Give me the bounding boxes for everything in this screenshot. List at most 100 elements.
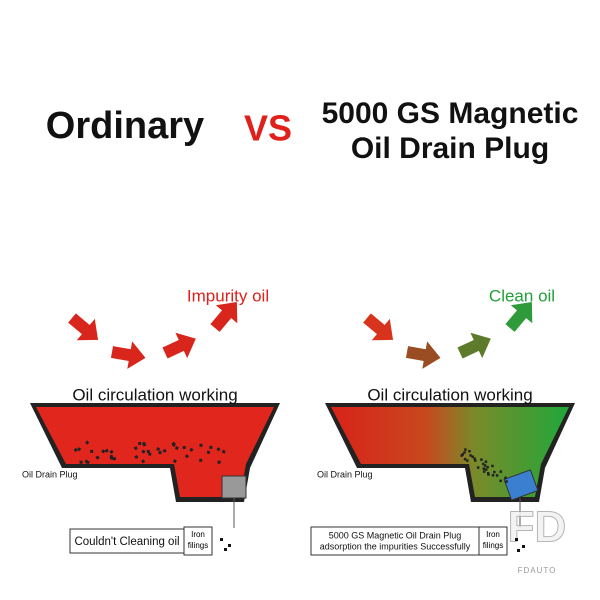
debris (73, 447, 78, 453)
debris (146, 449, 151, 454)
debris (95, 455, 100, 460)
filings-label: Iron (191, 530, 205, 539)
debris (480, 458, 483, 461)
debris (189, 447, 194, 452)
debris (483, 464, 487, 467)
watermark-logo: FD (508, 503, 567, 552)
debris (486, 465, 489, 469)
flow-arrow (68, 313, 99, 341)
debris (473, 459, 477, 462)
panel-magnetic: Clean oil Oil circulation working Oil Dr… (310, 286, 575, 556)
debris (158, 450, 162, 455)
debris (172, 459, 177, 463)
magnetic-plug (503, 469, 539, 501)
debris (476, 466, 480, 469)
debris (162, 448, 167, 453)
debris (199, 443, 203, 447)
debris (469, 454, 472, 457)
debris (209, 445, 213, 449)
plug-label: Oil Drain Plug (317, 469, 373, 479)
debris (471, 455, 475, 458)
filing (228, 544, 231, 547)
debris (85, 440, 90, 445)
debris (156, 447, 160, 451)
debris (482, 470, 486, 473)
result-label: Clean oil (489, 286, 555, 305)
flow-arrow (505, 301, 533, 332)
flow-arrow (457, 332, 491, 359)
note-box (69, 528, 185, 554)
debris (499, 470, 503, 473)
debris (171, 442, 176, 447)
flow-arrow (162, 332, 196, 359)
debris (142, 442, 147, 447)
title-vs: VS (244, 108, 292, 149)
debris (505, 480, 508, 483)
debris (112, 456, 117, 461)
filing (224, 548, 227, 551)
debris (138, 441, 142, 446)
debris (198, 458, 203, 463)
result-label: Impurity oil (187, 286, 269, 305)
debris (499, 479, 502, 483)
debris (484, 468, 488, 471)
filings-label: Iron (486, 530, 500, 539)
debris (493, 470, 496, 474)
debris (495, 474, 499, 477)
title-right: 5000 GS Magnetic (322, 97, 579, 130)
debris (217, 460, 221, 464)
debris (464, 448, 467, 451)
debris (101, 449, 106, 454)
debris (182, 445, 186, 450)
debris (77, 447, 82, 452)
watermark-brand: FDAUTO (518, 566, 557, 575)
note: Couldn't Cleaning oil (74, 536, 179, 548)
debris (148, 452, 152, 456)
flow-arrow (210, 301, 238, 332)
debris (482, 467, 486, 470)
debris (206, 450, 211, 455)
debris (104, 448, 109, 453)
debris (463, 451, 466, 454)
debris (491, 474, 495, 477)
debris (184, 454, 190, 459)
circulation-label: Oil circulation working (72, 385, 237, 404)
debris (90, 449, 94, 453)
debris (109, 449, 114, 454)
debris (466, 459, 469, 462)
flow-arrow (110, 341, 146, 369)
plug (221, 475, 247, 499)
flow-arrow (363, 313, 394, 341)
debris (216, 447, 221, 452)
debris (504, 476, 507, 480)
filings-box (478, 526, 508, 556)
plug-label: Oil Drain Plug (22, 469, 78, 479)
filing (220, 538, 223, 541)
note: 5000 GS Magnetic Oil Drain Plug (329, 530, 462, 540)
filings-label: filings (483, 541, 503, 550)
oil (331, 407, 569, 497)
filing (515, 538, 518, 541)
debris (79, 460, 83, 464)
debris (141, 449, 146, 454)
title-right: Oil Drain Plug (351, 132, 549, 165)
title-left: Ordinary (46, 105, 204, 147)
debris (491, 464, 494, 468)
panel-ordinary: Impurity oil Oil circulation working Oil… (22, 286, 280, 556)
filings-label: filings (188, 541, 208, 550)
debris (221, 449, 226, 454)
debris (468, 449, 471, 453)
oil (36, 407, 274, 497)
debris (473, 457, 476, 460)
filing (517, 549, 520, 552)
debris (141, 459, 146, 464)
debris (487, 473, 490, 476)
debris (481, 462, 485, 466)
debris (463, 457, 467, 461)
debris (134, 454, 139, 460)
note-box (310, 526, 480, 556)
circulation-label: Oil circulation working (367, 385, 532, 404)
debris (85, 460, 90, 465)
note: adsorption the impurities Successfully (320, 541, 471, 551)
